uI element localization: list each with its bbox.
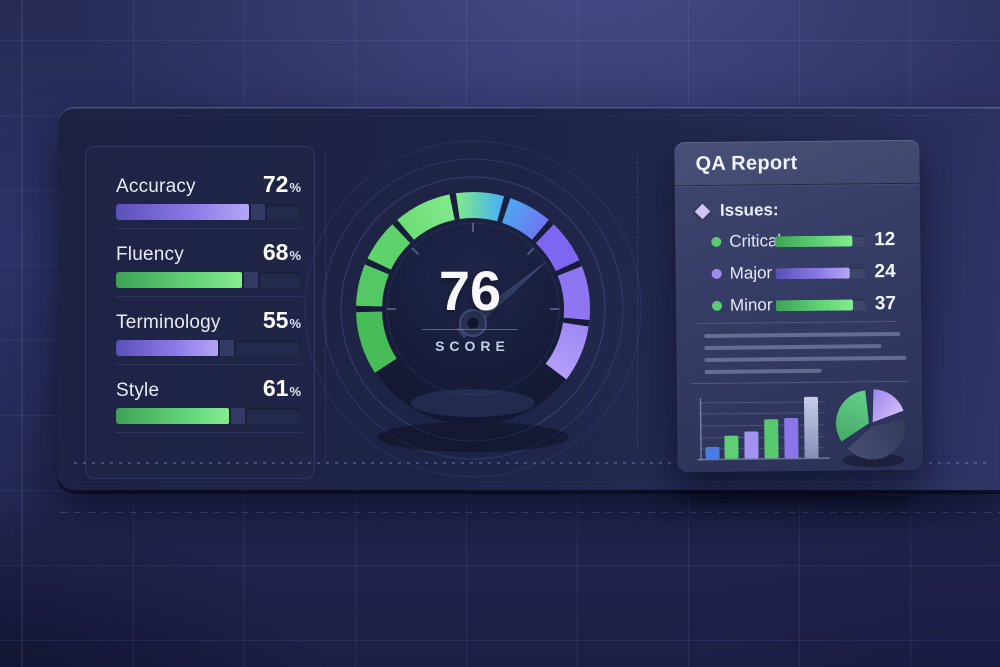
- qa-report-header: QA Report: [674, 139, 920, 187]
- issues-heading: Issues:: [694, 200, 779, 221]
- issue-count: 12: [874, 228, 896, 251]
- placeholder-text-lines: [704, 331, 907, 382]
- metric-row-accuracy: Accuracy 72%: [116, 161, 301, 229]
- score-gauge: [304, 140, 642, 478]
- metric-progress-bar: [116, 408, 301, 424]
- metric-progress-bar: [116, 204, 301, 220]
- issue-count: 37: [874, 292, 897, 315]
- metric-row-terminology: Terminology 55%: [116, 297, 301, 365]
- issue-row-critical: Critical 12: [675, 229, 920, 254]
- metric-label: Style: [116, 380, 160, 401]
- issue-bar: [775, 267, 866, 280]
- metric-progress-bar: [116, 272, 301, 288]
- metric-label: Fluency: [116, 244, 184, 265]
- metric-value: 68%: [262, 239, 301, 265]
- qa-report-card: QA Report Issues: Critical 12 Major 24 M…: [674, 139, 923, 473]
- metric-value: 72%: [262, 171, 301, 197]
- issue-row-minor: Minor 37: [676, 293, 921, 318]
- issue-bullet-icon: [711, 268, 722, 279]
- mini-bar-chart: [697, 396, 830, 461]
- gauge-section-dashed-border: [637, 156, 638, 448]
- metric-label: Terminology: [116, 312, 221, 333]
- placeholder-line: [704, 368, 822, 374]
- issue-bar: [775, 299, 867, 312]
- diamond-icon: [694, 203, 711, 219]
- placeholder-line: [704, 344, 882, 350]
- issue-count: 24: [874, 260, 896, 283]
- metrics-panel: Accuracy 72% Fluency 68% Terminology 55%: [85, 146, 315, 479]
- metric-progress-bar: [116, 340, 301, 356]
- panel-dotted-baseline: [74, 462, 989, 464]
- issue-bullet-icon: [711, 236, 722, 247]
- issue-row-major: Major 24: [676, 261, 921, 286]
- metric-row-style: Style 61%: [116, 365, 301, 433]
- qa-report-title: QA Report: [695, 152, 798, 176]
- metric-row-fluency: Fluency 68%: [116, 229, 301, 297]
- metric-label: Accuracy: [116, 176, 196, 197]
- placeholder-line: [704, 355, 907, 362]
- pie-chart: [836, 389, 906, 468]
- metric-value: 55%: [262, 307, 301, 333]
- issue-bar: [775, 235, 866, 248]
- qa-divider: [697, 320, 898, 325]
- background-dashed-line: [60, 512, 1000, 513]
- panel-vertical-divider: [325, 151, 326, 463]
- placeholder-line: [704, 331, 901, 338]
- metric-value: 61%: [262, 375, 301, 401]
- issue-bullet-icon: [711, 300, 723, 311]
